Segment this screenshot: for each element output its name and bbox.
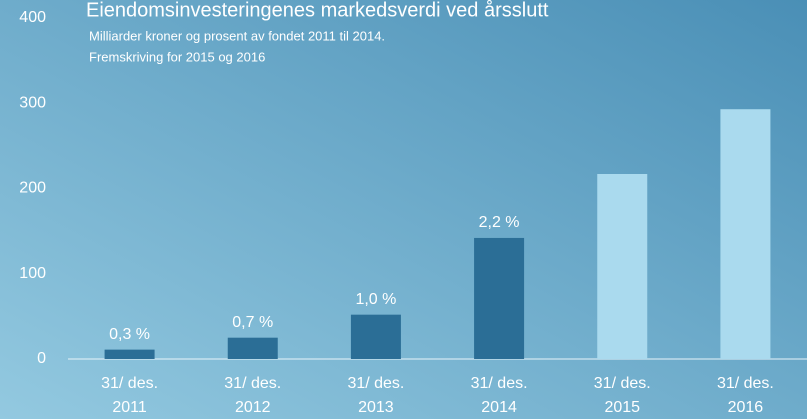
bar — [350, 314, 401, 359]
x-tick-label: 2016 — [728, 399, 764, 416]
x-tick-label: 2012 — [235, 399, 271, 416]
x-tick-label: 2013 — [358, 399, 394, 416]
y-tick-label: 400 — [19, 9, 46, 26]
chart-title: Eiendomsinvesteringenes markedsverdi ved… — [86, 0, 549, 21]
y-tick-label: 100 — [19, 265, 46, 282]
y-tick-label: 200 — [19, 180, 46, 197]
bar — [474, 237, 525, 359]
bar — [227, 337, 278, 359]
bar — [104, 349, 155, 359]
x-tick-label: 31/ des. — [717, 375, 774, 392]
bar — [720, 109, 771, 359]
bar-label: 0,7 % — [232, 314, 273, 331]
x-tick-label: 31/ des. — [594, 375, 651, 392]
bar-label: 0,3 % — [109, 326, 150, 343]
chart-subtitle: Milliarder kroner og prosent av fondet 2… — [89, 28, 385, 43]
chart-subtitle: Fremskriving for 2015 og 2016 — [89, 49, 265, 64]
x-tick-label: 2011 — [112, 399, 147, 416]
bar — [597, 174, 648, 359]
x-tick-label: 31/ des. — [101, 375, 158, 392]
x-tick-label: 2015 — [604, 399, 640, 416]
bar-label: 1,0 % — [355, 291, 396, 308]
y-tick-label: 0 — [37, 350, 46, 367]
y-tick-label: 300 — [19, 94, 46, 111]
x-tick-label: 2014 — [481, 399, 517, 416]
x-tick-label: 31/ des. — [347, 375, 404, 392]
bar-label: 2,2 % — [479, 214, 520, 231]
x-tick-label: 31/ des. — [224, 375, 281, 392]
x-tick-label: 31/ des. — [471, 375, 528, 392]
